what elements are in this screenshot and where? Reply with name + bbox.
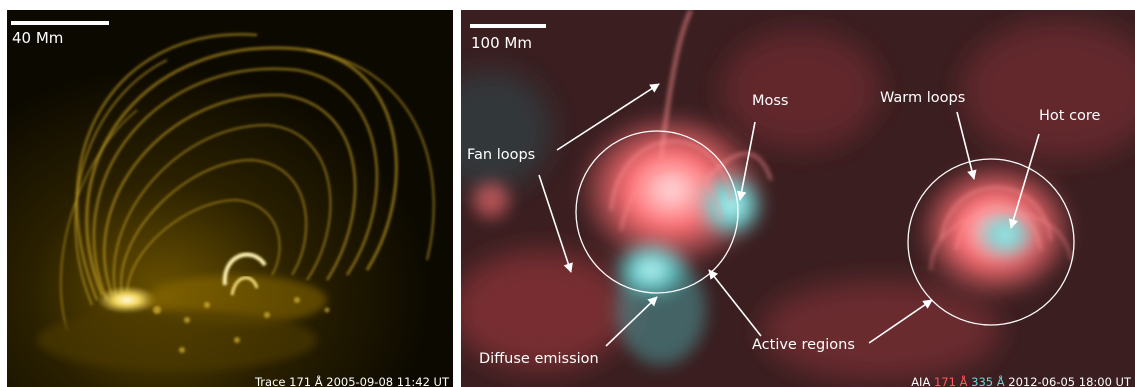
label-hot-core: Hot core: [1039, 108, 1101, 124]
arrow-warm-loops: [956, 111, 977, 180]
trace-image-panel: 40 Mm Trace 171 Å 2005-09-08 11:42 UT: [7, 10, 453, 387]
label-active-regions: Active regions: [752, 337, 855, 353]
label-diffuse-emission: Diffuse emission: [479, 351, 599, 367]
caption-instrument: AIA: [911, 375, 931, 387]
caption-band-171: 171 Å: [933, 375, 968, 387]
active-region-circles: [575, 130, 1075, 326]
active-region-circle-right: [907, 158, 1075, 326]
arrow-diffuse-emission: [605, 296, 658, 347]
active-region-circle-left: [575, 130, 739, 294]
caption-datetime: 2012-06-05 18:00 UT: [1008, 375, 1131, 387]
aia-composite-image: [461, 10, 1135, 387]
scale-bar: [470, 24, 546, 28]
arrow-hot-core: [1008, 133, 1040, 229]
aia-image-panel: 100 Mm Fan loops Moss Warm loops Hot cor…: [461, 10, 1135, 387]
caption-band-335: 335 Å: [971, 375, 1005, 387]
label-moss: Moss: [752, 93, 789, 109]
scale-bar-label: 100 Mm: [471, 34, 532, 52]
annotation-overlay: [538, 83, 1075, 347]
label-fan-loops: Fan loops: [467, 147, 536, 163]
arrow-fan-loops-up: [556, 83, 660, 151]
arrow-active-regions-left: [708, 269, 762, 337]
label-warm-loops: Warm loops: [880, 90, 966, 106]
image-caption: Trace 171 Å 2005-09-08 11:42 UT: [254, 375, 449, 387]
arrow-active-regions-right: [868, 299, 933, 344]
arrow-fan-loops-down: [538, 174, 573, 273]
image-caption: AIA 171 Å 335 Å 2012-06-05 18:00 UT: [911, 375, 1131, 387]
scale-bar-label: 40 Mm: [12, 29, 64, 47]
arrow-moss: [736, 121, 756, 201]
annotation-arrows: [538, 83, 1040, 347]
trace-loops-image: [7, 10, 453, 387]
scale-bar: [11, 21, 109, 25]
